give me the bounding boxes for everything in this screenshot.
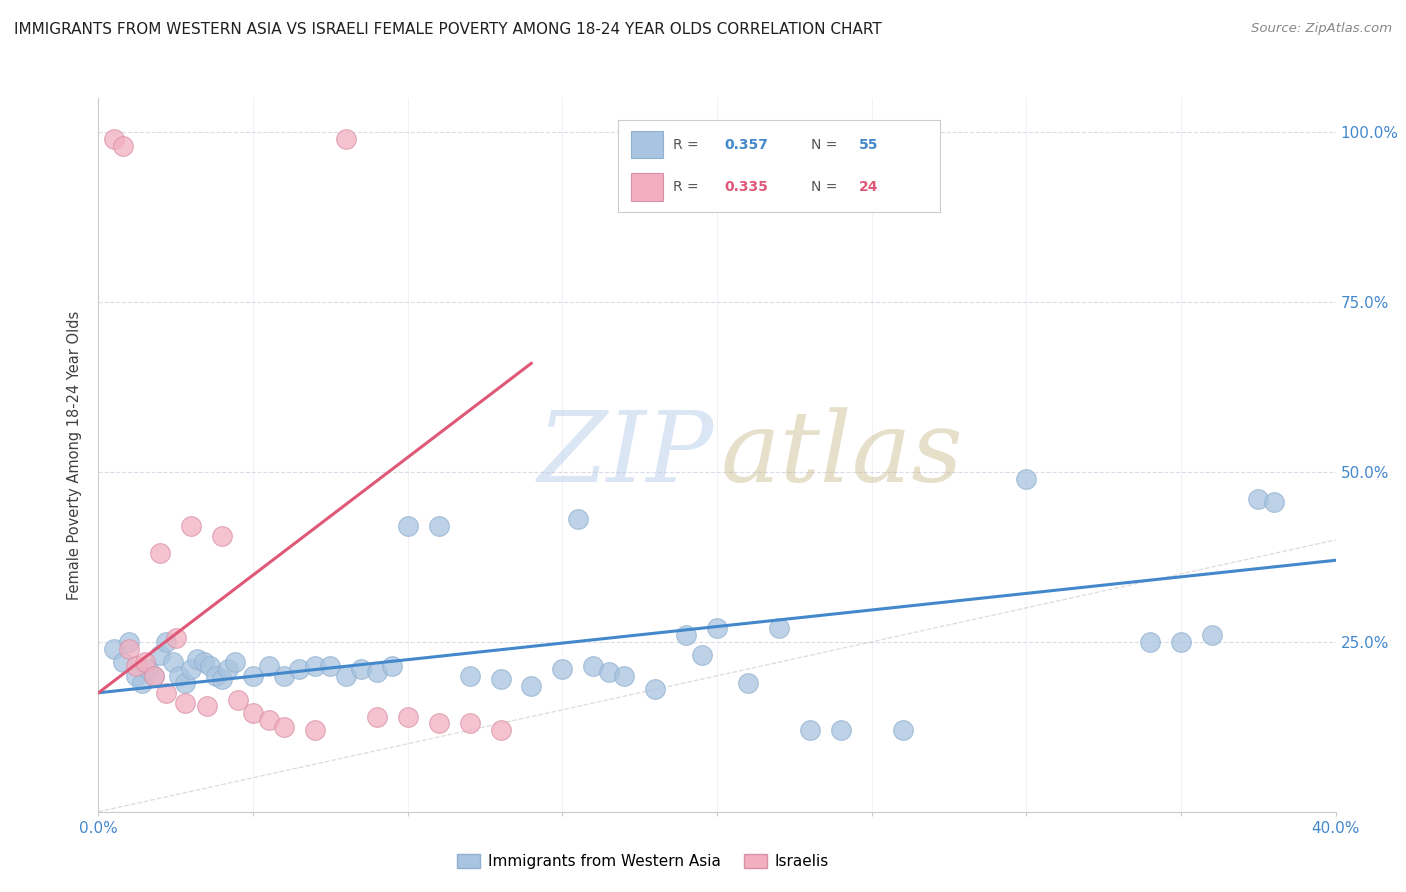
Point [335, 669, 357, 683]
Point [198, 658, 221, 673]
Point [567, 512, 589, 526]
Point [143, 669, 166, 683]
Point [427, 716, 450, 731]
Point [217, 662, 239, 676]
Point [112, 138, 135, 153]
Text: Source: ZipAtlas.com: Source: ZipAtlas.com [1251, 22, 1392, 36]
Point [1170, 635, 1192, 649]
Point [205, 669, 228, 683]
Point [174, 696, 197, 710]
Point [458, 716, 481, 731]
Point [193, 655, 215, 669]
Point [396, 709, 419, 723]
Point [257, 658, 280, 673]
Point [149, 546, 172, 560]
Point [799, 723, 821, 738]
Point [165, 632, 187, 646]
Point [366, 665, 388, 680]
Point [1263, 495, 1285, 509]
Point [180, 519, 202, 533]
Point [195, 699, 218, 714]
Point [381, 658, 404, 673]
Point [155, 686, 177, 700]
Point [1139, 635, 1161, 649]
Point [136, 662, 159, 676]
Point [186, 652, 208, 666]
Point [180, 662, 202, 676]
Point [242, 706, 264, 721]
Point [891, 723, 914, 738]
Point [304, 658, 326, 673]
Point [143, 669, 166, 683]
Point [304, 723, 326, 738]
Point [162, 655, 184, 669]
Point [226, 692, 249, 706]
Point [273, 720, 295, 734]
Point [131, 675, 153, 690]
Point [319, 658, 342, 673]
Point [520, 679, 543, 693]
Point [1247, 492, 1270, 507]
Point [706, 621, 728, 635]
Point [118, 635, 141, 649]
Point [396, 519, 419, 533]
Point [690, 648, 713, 663]
Point [273, 669, 295, 683]
Point [613, 669, 636, 683]
Point [427, 519, 450, 533]
Point [1201, 628, 1223, 642]
Point [366, 709, 388, 723]
Point [211, 529, 233, 543]
Point [103, 641, 125, 656]
Point [1015, 472, 1038, 486]
Text: IMMIGRANTS FROM WESTERN ASIA VS ISRAELI FEMALE POVERTY AMONG 18-24 YEAR OLDS COR: IMMIGRANTS FROM WESTERN ASIA VS ISRAELI … [14, 22, 882, 37]
Point [149, 648, 172, 663]
Point [830, 723, 852, 738]
Point [335, 132, 357, 146]
Point [768, 621, 790, 635]
Point [675, 628, 697, 642]
Point [124, 669, 146, 683]
Point [134, 655, 156, 669]
Point [489, 672, 512, 686]
Point [118, 641, 141, 656]
Point [174, 675, 197, 690]
Point [167, 669, 190, 683]
Text: ZIP: ZIP [537, 408, 713, 502]
Point [242, 669, 264, 683]
Point [489, 723, 512, 738]
Point [598, 665, 620, 680]
Point [257, 713, 280, 727]
Point [103, 132, 125, 146]
Point [551, 662, 574, 676]
Point [288, 662, 311, 676]
Point [458, 669, 481, 683]
Point [155, 635, 177, 649]
Point [124, 658, 146, 673]
Point [112, 655, 135, 669]
Point [350, 662, 373, 676]
Text: atlas: atlas [721, 408, 963, 502]
Y-axis label: Female Poverty Among 18-24 Year Olds: Female Poverty Among 18-24 Year Olds [67, 310, 83, 599]
Point [737, 675, 759, 690]
Point [211, 672, 233, 686]
Point [644, 682, 666, 697]
Point [582, 658, 605, 673]
Legend: Immigrants from Western Asia, Israelis: Immigrants from Western Asia, Israelis [451, 848, 835, 875]
Point [224, 655, 246, 669]
